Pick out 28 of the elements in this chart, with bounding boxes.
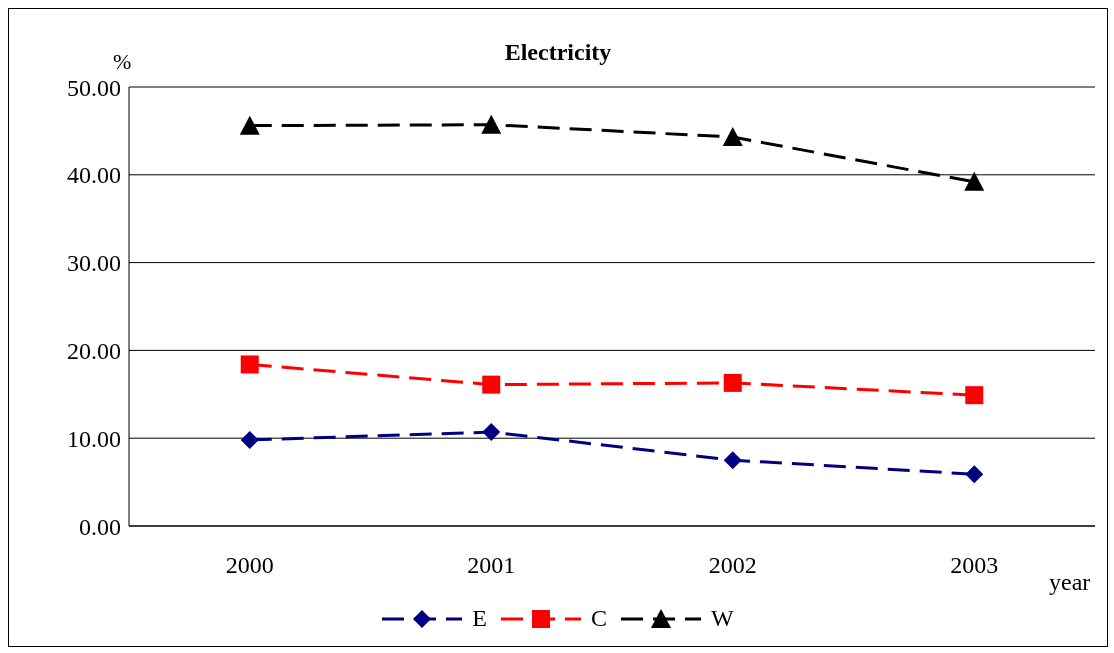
point [482, 375, 501, 394]
point [965, 465, 984, 484]
chart-title: Electricity [504, 39, 612, 65]
point [723, 451, 742, 470]
x-axis-title: year [1049, 569, 1091, 596]
y-tick-label: 30.00 [67, 250, 121, 277]
legend-label: W [711, 605, 734, 632]
y-tick-label: 10.00 [67, 425, 121, 452]
x-tick-label: 2000 [225, 552, 274, 579]
point [723, 373, 742, 392]
x-tick-label: 2002 [708, 552, 757, 579]
y-tick-label: 50.00 [67, 74, 121, 101]
point [240, 355, 259, 374]
point [964, 171, 985, 191]
point [482, 423, 501, 442]
y-tick-label: 40.00 [67, 162, 121, 189]
x-tick-label: 2003 [950, 552, 999, 579]
point [239, 115, 260, 135]
y-tick-label: 0.00 [79, 513, 121, 540]
legend-label: E [472, 605, 487, 632]
legend-label: C [591, 605, 608, 632]
point [240, 430, 259, 449]
y-axis-title: % [113, 49, 132, 75]
point [481, 114, 502, 134]
x-tick-label: 2001 [467, 552, 516, 579]
point [722, 127, 743, 147]
y-tick-label: 20.00 [67, 337, 121, 364]
point [965, 386, 984, 405]
